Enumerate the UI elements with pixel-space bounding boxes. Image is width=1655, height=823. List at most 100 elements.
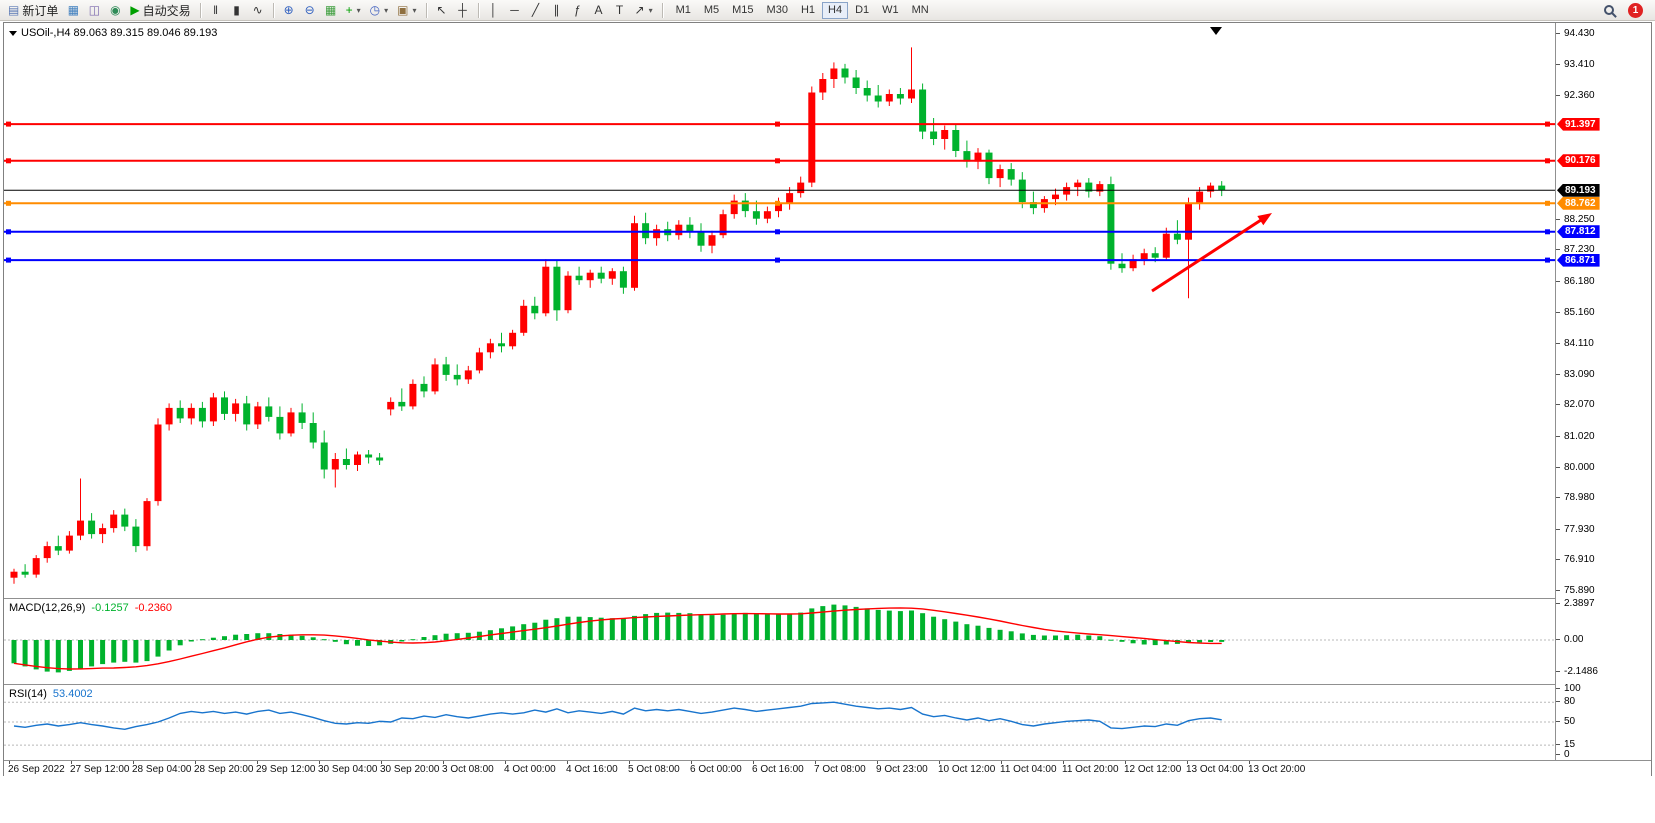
text-button[interactable]: A xyxy=(589,1,609,19)
macd-value-main: -0.1257 xyxy=(91,602,129,614)
toolbar-separator xyxy=(477,2,479,18)
zoom-in-button[interactable]: ⊕ xyxy=(279,1,299,19)
search-icon[interactable] xyxy=(1604,5,1614,15)
equidistant-channel-button[interactable]: ∥ xyxy=(547,1,567,19)
price-tag-87.812: 87.812 xyxy=(1557,225,1600,239)
price-line-90.176[interactable] xyxy=(4,158,1555,164)
price-line-91.397[interactable] xyxy=(4,121,1555,127)
price-scale-label: 93.410 xyxy=(1564,58,1595,70)
price-scale-label: 82.070 xyxy=(1564,399,1595,411)
fibonacci-button[interactable]: ƒ xyxy=(568,1,588,19)
timeframe-d1-button[interactable]: D1 xyxy=(855,4,870,16)
horizontal-line-button[interactable]: ─ xyxy=(505,1,525,19)
price-scale-label: 87.230 xyxy=(1564,244,1595,256)
trend-arrow-annotation[interactable] xyxy=(1151,213,1272,293)
timeframe-w1-button[interactable]: W1 xyxy=(882,4,899,16)
price-line-88.762[interactable] xyxy=(4,200,1555,206)
text-label-button[interactable]: T xyxy=(610,1,630,19)
price-scale-tick xyxy=(1556,373,1560,375)
price-scale-tick xyxy=(1556,33,1560,34)
time-axis-tick xyxy=(381,761,382,764)
timeframe-h4-button[interactable]: H4 xyxy=(822,1,849,19)
macd-scale-tick xyxy=(1556,603,1560,604)
templates-button[interactable]: ▣ ▾ xyxy=(393,1,420,19)
dropdown-arrow-icon[interactable]: ▾ xyxy=(412,5,417,15)
candlestick-type-button[interactable]: ▮ xyxy=(227,1,247,19)
macd-indicator-panel[interactable]: MACD(12,26,9) -0.1257 -0.2360 xyxy=(4,598,1555,682)
trendline-button[interactable]: ╱ xyxy=(526,1,546,19)
zoom-out-button[interactable]: ⊖ xyxy=(300,1,320,19)
refresh-button[interactable]: ◉ xyxy=(105,1,125,19)
cursor-button[interactable]: ↖ xyxy=(432,1,452,19)
price-scale-tick xyxy=(1556,404,1560,406)
line-chart-type-button[interactable]: ∿ xyxy=(248,1,268,19)
new-order-button[interactable]: ▤ 新订单 xyxy=(4,1,62,19)
time-axis-label: 7 Oct 08:00 xyxy=(814,764,866,775)
rsi-scale-label: 80 xyxy=(1564,696,1576,708)
time-axis-tick xyxy=(71,761,72,764)
auto-trading-button[interactable]: ▶ 自动交易 xyxy=(126,1,194,19)
time-axis-tick xyxy=(691,761,692,764)
dropdown-arrow-icon[interactable]: ▾ xyxy=(648,5,653,15)
timeframe-mn-button[interactable]: MN xyxy=(911,4,929,16)
profiles-button[interactable]: ◫ xyxy=(84,1,104,19)
macd-label: MACD(12,26,9) -0.1257 -0.2360 xyxy=(9,602,172,614)
chart-collapse-icon[interactable] xyxy=(9,30,17,36)
rsi-canvas[interactable] xyxy=(4,685,1555,758)
bar-chart-type-button[interactable]: ‖ xyxy=(206,1,226,19)
price-line-86.871[interactable] xyxy=(4,257,1555,263)
time-axis-tick xyxy=(9,761,10,764)
time-axis-tick xyxy=(319,761,320,764)
timeframe-m1-button[interactable]: M1 xyxy=(675,4,691,16)
vertical-line-button[interactable]: │ xyxy=(484,1,504,19)
price-tag-86.871: 86.871 xyxy=(1557,253,1600,267)
chart-title-text: USOil-,H4 89.063 89.315 89.046 89.193 xyxy=(21,27,218,39)
price-scale-label: 80.000 xyxy=(1564,461,1595,473)
crosshair-icon: ┼ xyxy=(458,3,467,17)
price-scale-tick xyxy=(1556,63,1560,65)
notification-badge[interactable]: 1 xyxy=(1628,2,1643,18)
chart-window-button[interactable]: ▦ xyxy=(63,1,83,19)
macd-canvas[interactable] xyxy=(4,599,1555,682)
price-scale[interactable]: 94.430 93.410 92.360 88.250 87.230 86.180 85.1… xyxy=(1555,23,1651,760)
toolbar-separator xyxy=(199,2,201,18)
rsi-scale-label: 50 xyxy=(1564,716,1576,727)
price-scale-tick xyxy=(1556,497,1560,499)
indicators-button[interactable]: + ▾ xyxy=(342,1,365,19)
timeframe-h1-button[interactable]: H1 xyxy=(800,4,816,16)
rsi-scale-label: 15 xyxy=(1564,739,1576,751)
toolbar-right-group: 1 xyxy=(1604,2,1651,18)
macd-name: MACD(12,26,9) xyxy=(9,602,86,614)
trendline-icon: ╱ xyxy=(531,3,540,17)
tile-windows-button[interactable]: ▦ xyxy=(321,1,341,19)
time-axis-tick xyxy=(1187,761,1188,764)
rsi-value: 53.4002 xyxy=(52,688,93,700)
arrows-shapes-button[interactable]: ↗ ▾ xyxy=(631,1,657,19)
macd-signal-line xyxy=(13,607,1222,670)
price-scale-label: 92.360 xyxy=(1564,90,1595,102)
timeframe-m15-button[interactable]: M15 xyxy=(732,4,754,16)
zoom-out-icon: ⊖ xyxy=(304,3,315,17)
price-tag-89.193: 89.193 xyxy=(1557,183,1600,197)
time-axis-label: 4 Oct 16:00 xyxy=(566,764,618,775)
price-tag-91.397: 91.397 xyxy=(1557,117,1600,131)
price-scale-tick xyxy=(1556,218,1560,220)
dropdown-arrow-icon[interactable]: ▾ xyxy=(384,5,389,15)
price-chart-panel[interactable]: USOil-,H4 89.063 89.315 89.046 89.193 xyxy=(4,23,1555,596)
price-chart-canvas[interactable] xyxy=(4,23,1555,596)
macd-scale-label: 2.3897 xyxy=(1564,598,1595,609)
macd-histogram xyxy=(11,604,1225,673)
rsi-indicator-panel[interactable]: RSI(14) 53.4002 xyxy=(4,684,1555,758)
rsi-scale-tick xyxy=(1556,688,1560,689)
timeframe-m30-button[interactable]: M30 xyxy=(766,4,788,16)
equidistant-channel-icon: ∥ xyxy=(553,3,560,17)
time-axis[interactable]: 26 Sep 2022 27 Sep 12:00 28 Sep 04:00 28 Se… xyxy=(4,760,1651,776)
dropdown-arrow-icon[interactable]: ▾ xyxy=(356,5,361,15)
price-line-87.812[interactable] xyxy=(4,229,1555,235)
crosshair-button[interactable]: ┼ xyxy=(453,1,473,19)
time-axis-label: 5 Oct 08:00 xyxy=(628,764,680,775)
timeframe-m5-button[interactable]: M5 xyxy=(703,4,720,16)
price-scale-label: 78.980 xyxy=(1564,492,1595,504)
fibonacci-icon: ƒ xyxy=(574,3,581,17)
periods-menu-button[interactable]: ◷ ▾ xyxy=(366,1,393,19)
